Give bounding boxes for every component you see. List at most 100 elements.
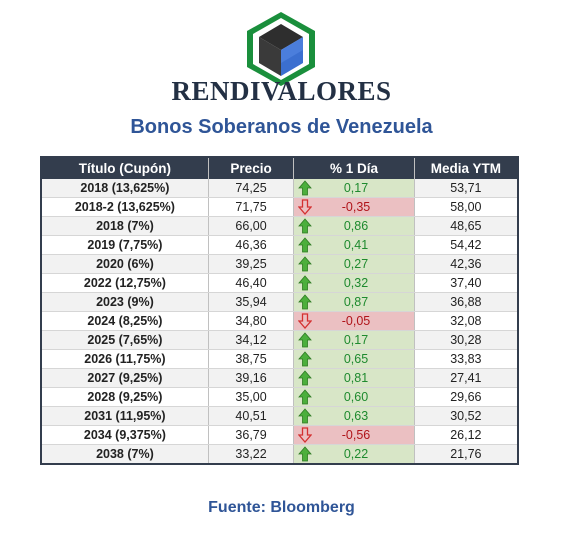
daily-change-value: 0,63 [343,409,369,423]
up-arrow-icon [298,408,313,424]
daily-change-value: 0,86 [343,219,369,233]
down-arrow-icon [297,427,313,443]
bond-title: 2028 (9,25%) [41,387,209,407]
ytm-value: 48,65 [414,216,518,236]
bond-title: 2020 (6%) [41,254,209,274]
rendivalores-logo [247,12,315,86]
daily-change-cell: 0,17 [293,179,415,198]
header-ytm: Media YTM [414,157,518,179]
bond-title: 2038 (7%) [41,444,209,465]
table-row: 2020 (6%) 39,25 0,27 42,36 [41,254,518,274]
daily-change-value: 0,27 [343,257,369,271]
table-row: 2038 (7%) 33,22 0,22 21,76 [41,444,518,465]
up-arrow-icon [298,446,313,462]
table-header-row: Título (Cupón) Precio % 1 Día Media YTM [41,157,518,179]
bond-title: 2023 (9%) [41,292,209,312]
daily-change-value: 0,22 [343,447,369,461]
header-cambio: % 1 Día [293,157,415,179]
bond-title: 2026 (11,75%) [41,349,209,369]
bond-title: 2034 (9,375%) [41,425,209,445]
page-title: Bonos Soberanos de Venezuela [130,116,433,138]
header-titulo: Título (Cupón) [41,157,209,179]
up-arrow-icon [298,237,313,253]
bond-price: 46,40 [208,273,295,293]
table-row: 2031 (11,95%) 40,51 0,63 30,52 [41,406,518,426]
ytm-value: 54,42 [414,235,518,255]
bond-title: 2018 (7%) [41,216,209,236]
daily-change-value: 0,17 [343,181,369,195]
table-row: 2027 (9,25%) 39,16 0,81 27,41 [41,368,518,388]
bond-title: 2024 (8,25%) [41,311,209,331]
ytm-value: 58,00 [414,197,518,217]
bonds-table: Título (Cupón) Precio % 1 Día Media YTM … [40,156,519,465]
table-row: 2022 (12,75%) 46,40 0,32 37,40 [41,273,518,293]
table-row: 2025 (7,65%) 34,12 0,17 30,28 [41,330,518,350]
down-arrow-icon [297,313,313,329]
bond-price: 34,80 [208,311,295,331]
daily-change-cell: 0,81 [293,368,415,388]
bond-price: 39,16 [208,368,295,388]
bond-price: 38,75 [208,349,295,369]
bond-title: 2019 (7,75%) [41,235,209,255]
bond-price: 74,25 [208,179,295,198]
ytm-value: 42,36 [414,254,518,274]
daily-change-cell: 0,17 [293,330,415,350]
header-precio: Precio [208,157,295,179]
daily-change-cell: 0,32 [293,273,415,293]
daily-change-cell: -0,56 [293,425,415,445]
ytm-value: 27,41 [414,368,518,388]
bond-price: 71,75 [208,197,295,217]
ytm-value: 53,71 [414,179,518,198]
table-row: 2026 (11,75%) 38,75 0,65 33,83 [41,349,518,369]
table-row: 2024 (8,25%) 34,80 -0,05 32,08 [41,311,518,331]
daily-change-cell: 0,22 [293,444,415,465]
down-arrow-icon [297,199,313,215]
up-arrow-icon [298,294,313,310]
bond-price: 35,94 [208,292,295,312]
table-row: 2019 (7,75%) 46,36 0,41 54,42 [41,235,518,255]
daily-change-cell: 0,87 [293,292,415,312]
bond-price: 33,22 [208,444,295,465]
table-body: 2018 (13,625%) 74,25 0,17 53,71 2018-2 (13,6… [41,179,518,465]
ytm-value: 36,88 [414,292,518,312]
ytm-value: 37,40 [414,273,518,293]
source-note: Fuente: Bloomberg [208,499,355,516]
daily-change-value: -0,05 [341,314,371,328]
up-arrow-icon [298,180,313,196]
ytm-value: 33,83 [414,349,518,369]
bond-price: 39,25 [208,254,295,274]
bond-title: 2027 (9,25%) [41,368,209,388]
daily-change-value: -0,35 [341,200,371,214]
up-arrow-icon [298,370,313,386]
ytm-value: 26,12 [414,425,518,445]
daily-change-value: 0,81 [343,371,369,385]
ytm-value: 29,66 [414,387,518,407]
daily-change-value: 0,87 [343,295,369,309]
daily-change-cell: 0,65 [293,349,415,369]
daily-change-value: 0,17 [343,333,369,347]
table-row: 2023 (9%) 35,94 0,87 36,88 [41,292,518,312]
daily-change-cell: 0,27 [293,254,415,274]
ytm-value: 21,76 [414,444,518,465]
bond-title: 2018-2 (13,625%) [41,197,209,217]
bond-price: 34,12 [208,330,295,350]
bond-title: 2022 (12,75%) [41,273,209,293]
table-row: 2018-2 (13,625%) 71,75 -0,35 58,00 [41,197,518,217]
daily-change-value: 0,32 [343,276,369,290]
table-row: 2018 (13,625%) 74,25 0,17 53,71 [41,179,518,198]
daily-change-cell: 0,60 [293,387,415,407]
brand-name: RENDIVALORES [171,76,392,106]
bond-price: 40,51 [208,406,295,426]
table-row: 2034 (9,375%) 36,79 -0,56 26,12 [41,425,518,445]
up-arrow-icon [298,389,313,405]
daily-change-value: -0,56 [341,428,371,442]
ytm-value: 32,08 [414,311,518,331]
up-arrow-icon [298,218,313,234]
daily-change-cell: 0,41 [293,235,415,255]
bond-title: 2031 (11,95%) [41,406,209,426]
daily-change-cell: 0,63 [293,406,415,426]
bond-price: 46,36 [208,235,295,255]
daily-change-cell: 0,86 [293,216,415,236]
daily-change-cell: -0,05 [293,311,415,331]
up-arrow-icon [298,256,313,272]
